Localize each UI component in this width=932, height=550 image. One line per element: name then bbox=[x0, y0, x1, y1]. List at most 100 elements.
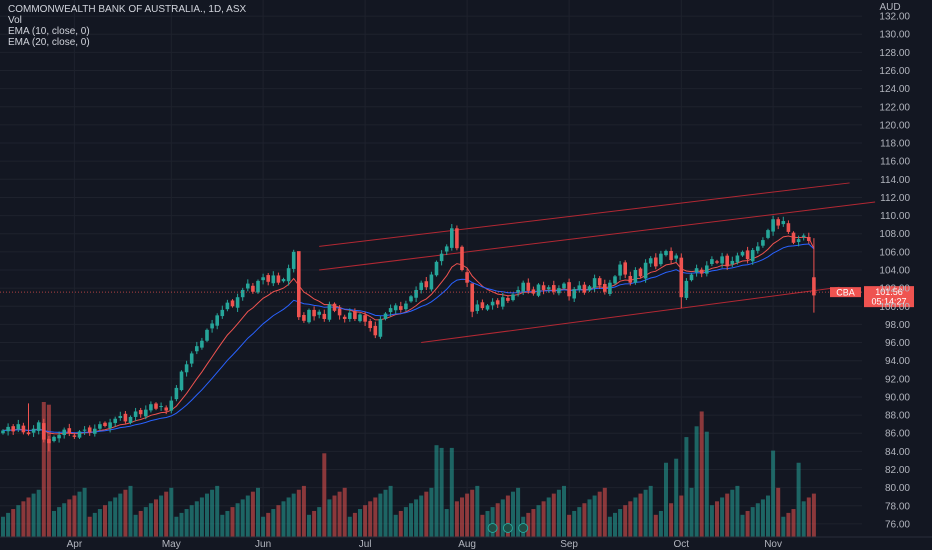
candle-body bbox=[302, 314, 306, 321]
candle-body bbox=[332, 303, 337, 311]
candle-body bbox=[684, 280, 689, 298]
volume-bar bbox=[658, 510, 663, 537]
y-tick-label: 126.00 bbox=[879, 66, 910, 77]
event-marker-icon bbox=[502, 523, 513, 533]
x-tick-label: Jun bbox=[255, 539, 271, 550]
volume-bar bbox=[454, 501, 459, 537]
symbol-title[interactable]: COMMONWEALTH BANK OF AUSTRALIA., 1D, ASX bbox=[8, 4, 247, 15]
candle-body bbox=[801, 235, 806, 237]
candle-body bbox=[200, 340, 204, 348]
candle-body bbox=[648, 258, 653, 264]
volume-bar bbox=[159, 495, 164, 537]
candle-body bbox=[465, 272, 469, 283]
candle-body bbox=[72, 435, 77, 437]
volume-bar bbox=[597, 491, 602, 537]
candle-body bbox=[108, 422, 112, 429]
candle-body bbox=[434, 261, 439, 276]
y-tick-label: 86.00 bbox=[885, 429, 910, 440]
y-tick-label: 98.00 bbox=[885, 320, 910, 331]
volume-bar bbox=[500, 499, 505, 537]
candle-body bbox=[138, 410, 143, 415]
volume-bar bbox=[562, 485, 566, 537]
candle-body bbox=[235, 297, 240, 308]
candle-body bbox=[378, 318, 383, 337]
candle-body bbox=[251, 285, 255, 292]
volume-bar bbox=[164, 491, 169, 537]
candle-body bbox=[169, 400, 174, 411]
x-tick-label: Apr bbox=[67, 539, 83, 550]
candle-body bbox=[450, 228, 454, 248]
volume-bar bbox=[123, 489, 128, 537]
ema20-legend[interactable]: EMA (20, close, 0) bbox=[8, 37, 90, 48]
volume-legend[interactable]: Vol bbox=[8, 15, 22, 26]
volume-bar bbox=[409, 503, 413, 537]
volume-bar bbox=[307, 514, 311, 537]
volume-bar bbox=[342, 487, 347, 537]
volume-bar bbox=[582, 503, 587, 537]
y-tick-label: 104.00 bbox=[879, 266, 910, 277]
candle-body bbox=[26, 432, 31, 435]
candle-body bbox=[699, 269, 704, 274]
candle-body bbox=[495, 300, 500, 305]
event-marker-icon bbox=[487, 523, 498, 533]
volume-bar bbox=[312, 510, 317, 537]
volume-bar bbox=[536, 505, 541, 537]
volume-bar bbox=[511, 491, 515, 537]
volume-bar bbox=[434, 445, 439, 537]
volume-bar bbox=[505, 495, 510, 537]
volume-bar bbox=[31, 493, 36, 537]
volume-bar bbox=[378, 493, 383, 537]
volume-bar bbox=[470, 489, 475, 537]
volume-bar bbox=[414, 499, 419, 537]
candle-body bbox=[541, 285, 546, 290]
volume-bar bbox=[704, 431, 709, 537]
candle-body bbox=[786, 223, 791, 232]
candle-body bbox=[781, 221, 786, 225]
candle-body bbox=[342, 316, 347, 319]
candle-body bbox=[174, 387, 179, 400]
candle-body bbox=[618, 264, 622, 276]
candle-body bbox=[603, 283, 607, 292]
candle-body bbox=[47, 438, 51, 444]
volume-bar bbox=[174, 516, 179, 537]
candle-body bbox=[750, 250, 755, 262]
candle-body bbox=[485, 305, 490, 310]
candle-body bbox=[536, 284, 541, 296]
volume-bar bbox=[791, 509, 796, 537]
candle-body bbox=[562, 283, 566, 289]
candle-body bbox=[225, 302, 230, 310]
volume-bar bbox=[67, 499, 72, 537]
volume-bar bbox=[6, 512, 11, 537]
candle-body bbox=[771, 219, 775, 232]
volume-bar bbox=[11, 509, 16, 537]
volume-bar bbox=[638, 493, 643, 537]
candle-body bbox=[368, 320, 372, 329]
candle-body bbox=[424, 281, 429, 288]
y-tick-label: 116.00 bbox=[880, 157, 910, 168]
candle-body bbox=[388, 308, 393, 313]
candle-body bbox=[756, 246, 760, 251]
y-tick-label: 92.00 bbox=[885, 374, 910, 385]
volume-bar bbox=[648, 485, 653, 537]
volume-bar bbox=[674, 458, 679, 537]
candle-body bbox=[179, 371, 184, 391]
candle-body bbox=[189, 353, 194, 364]
volume-bar bbox=[92, 512, 97, 537]
volume-bar bbox=[133, 514, 138, 537]
price-axis[interactable]: 76.00 78.00 80.00 82.00 84.00 86.00 88.00 90.00… bbox=[879, 2, 910, 530]
volume-bar bbox=[327, 499, 332, 537]
volume-bar bbox=[240, 499, 245, 537]
candle-body bbox=[16, 424, 21, 430]
volume-bar bbox=[679, 495, 684, 537]
candle-body bbox=[480, 302, 485, 309]
candle-body bbox=[312, 309, 316, 317]
ema10-legend[interactable]: EMA (10, close, 0) bbox=[8, 26, 90, 37]
event-marker-icon bbox=[518, 523, 529, 533]
candle-body bbox=[439, 253, 444, 262]
candle-body bbox=[501, 297, 505, 307]
time-axis[interactable]: Apr May Jun Jul Aug Sep Oct Nov bbox=[0, 536, 932, 550]
candlesticks bbox=[1, 215, 816, 452]
volume-bar bbox=[750, 507, 755, 537]
volume-bar bbox=[516, 487, 521, 537]
